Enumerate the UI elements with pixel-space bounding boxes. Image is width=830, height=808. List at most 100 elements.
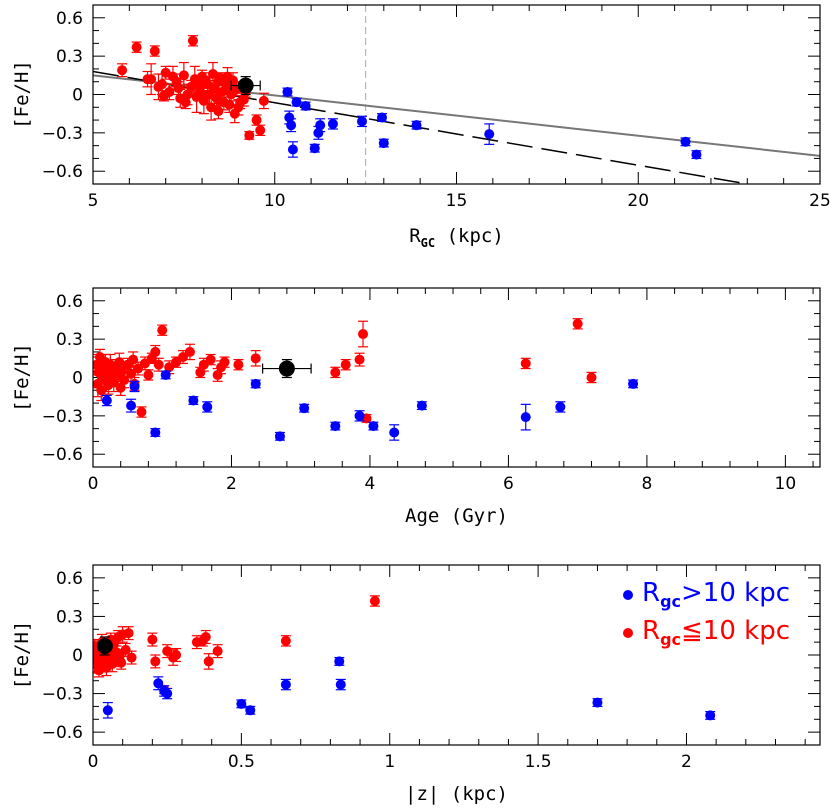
y-tick-label: 0.3 [56,47,83,67]
data-point [300,101,311,112]
data-point [376,112,387,123]
data-point [284,112,295,123]
data-point [116,657,127,668]
data-point [158,90,169,101]
data-point [216,362,227,373]
y-tick-label: 0.6 [56,292,83,312]
y-tick-label: 0.6 [56,9,83,29]
x-axis-title: RGC (kpc) [409,225,504,250]
y-tick-label: −0.6 [42,723,83,743]
data-point [107,364,118,375]
y-axis-title: [Fe/H] [11,621,33,690]
x-axis-title-sub: GC [421,236,435,250]
data-point [389,427,400,438]
x-tick-label: 8 [641,474,652,494]
data-point [187,35,198,46]
data-point [313,127,324,138]
data-point [200,632,211,642]
data-point [358,329,369,340]
data-point [120,644,131,655]
data-point [157,79,168,90]
data-point [178,70,189,81]
data-point [484,129,495,140]
panel-1: 5 10 15 20 25 −0.6 −0.3 0 0.3 0.6 [Fe/H] RGC (kpc) [11,4,830,250]
legend-marker [623,628,633,638]
legend-label-sub: gc [660,592,681,611]
data-point [369,596,380,606]
data-point [335,679,346,690]
data-point [236,698,247,709]
series-2 [96,636,113,656]
data-point [354,410,365,421]
y-tick-label: 0.3 [56,330,83,350]
data-point [126,400,137,411]
data-point [520,412,531,423]
data-point [378,138,389,149]
x-tick-label: 0 [88,474,99,494]
data-point [705,710,716,721]
data-point [160,369,171,380]
data-point [136,407,147,418]
legend-label: Rgc≦10 kpc [642,616,790,649]
x-axis-title: Age (Gyr) [405,505,508,527]
data-point [150,427,161,438]
data-point [146,74,157,85]
y-axis-title: [Fe/H] [11,60,33,129]
data-point [680,136,691,147]
data-point [157,325,168,336]
data-point [411,120,422,131]
x-tick-label: 15 [446,191,468,211]
x-tick-label: 2 [226,474,237,494]
data-point [330,367,341,378]
plot-frame [92,564,821,746]
x-tick-label: 1.5 [525,752,552,772]
y-tick-label: 0 [72,86,83,106]
data-point [102,705,113,716]
data-point [233,359,244,370]
data-point [93,665,104,676]
data-point [572,318,583,329]
sun-point [96,638,113,654]
data-point [164,362,175,373]
data-point [123,628,134,639]
data-point [101,395,112,406]
ticks [92,4,821,185]
data-point [315,120,326,131]
sun-point [237,77,254,94]
data-point [129,381,140,392]
series-1 [102,656,716,721]
y-tick-label: 0 [72,646,83,666]
data-point [282,86,293,97]
data-point [224,99,235,110]
series-2 [230,75,261,96]
x-axis-title-rest: (kpc) [435,225,504,247]
data-point [287,144,298,155]
data-point [250,353,261,364]
data-point [147,634,158,645]
data-point [251,115,262,126]
data-layer [93,5,820,184]
data-point [280,635,291,646]
data-point [555,401,566,412]
legend-marker [623,590,633,600]
data-point [117,65,128,76]
data-point [119,375,130,386]
data-point [309,143,320,154]
data-point [195,367,206,378]
data-point [286,120,297,131]
series-0 [93,318,597,424]
data-point [354,354,365,365]
data-point [143,369,154,380]
y-tick-label: 0.3 [56,607,83,627]
data-point [255,125,266,136]
data-point [188,395,199,406]
data-point [592,697,603,708]
series-0 [93,595,380,695]
data-point [202,79,213,90]
data-point [416,400,427,411]
data-point [128,354,139,365]
data-point [245,705,256,716]
data-point [162,688,173,699]
y-tick-label: −0.3 [42,685,83,705]
